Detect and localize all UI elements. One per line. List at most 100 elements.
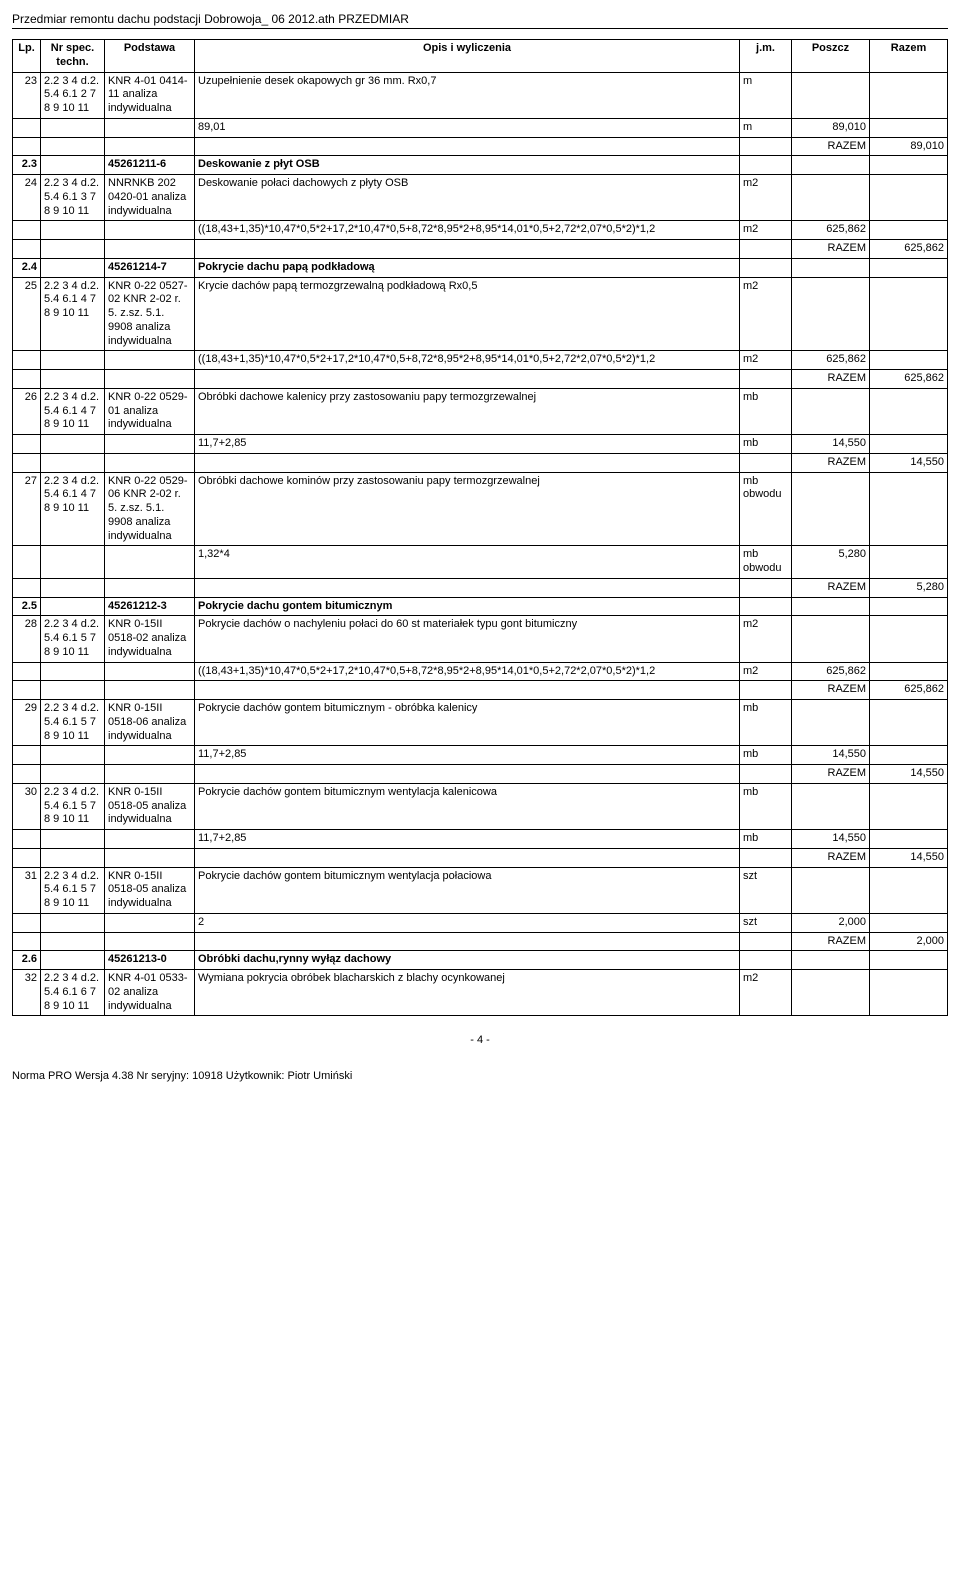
table-cell <box>41 951 105 970</box>
table-cell: m2 <box>740 277 792 351</box>
table-cell <box>870 388 948 434</box>
table-cell <box>870 662 948 681</box>
table-cell <box>870 175 948 221</box>
table-cell <box>41 746 105 765</box>
table-cell: m2 <box>740 221 792 240</box>
th-razem: Razem <box>870 40 948 73</box>
table-cell: 11,7+2,85 <box>195 435 740 454</box>
table-cell: ((18,43+1,35)*10,47*0,5*2+17,2*10,47*0,5… <box>195 221 740 240</box>
table-row: 262.2 3 4 d.2. 5.4 6.1 4 7 8 9 10 11KNR … <box>13 388 948 434</box>
table-cell <box>105 662 195 681</box>
table-cell: 11,7+2,85 <box>195 830 740 849</box>
table-cell <box>41 156 105 175</box>
table-cell <box>792 783 870 829</box>
table-cell <box>792 970 870 1016</box>
table-cell: 2.2 3 4 d.2. 5.4 6.1 5 7 8 9 10 11 <box>41 700 105 746</box>
table-cell: KNR 0-15II 0518-02 analiza indywidualna <box>105 616 195 662</box>
table-cell <box>41 435 105 454</box>
table-cell <box>195 578 740 597</box>
table-cell: 45261214-7 <box>105 258 195 277</box>
table-cell: RAZEM <box>792 370 870 389</box>
table-cell <box>105 578 195 597</box>
table-cell <box>195 765 740 784</box>
table-cell: Uzupełnienie desek okapowych gr 36 mm. R… <box>195 72 740 118</box>
table-cell: RAZEM <box>792 137 870 156</box>
table-cell <box>105 765 195 784</box>
table-cell: 31 <box>13 867 41 913</box>
table-cell: m2 <box>740 351 792 370</box>
table-cell <box>792 867 870 913</box>
table-row: ((18,43+1,35)*10,47*0,5*2+17,2*10,47*0,5… <box>13 221 948 240</box>
table-cell <box>13 370 41 389</box>
footer-note: Norma PRO Wersja 4.38 Nr seryjny: 10918 … <box>12 1070 948 1082</box>
table-cell: Pokrycie dachu papą podkładową <box>195 258 740 277</box>
table-cell: KNR 0-15II 0518-05 analiza indywidualna <box>105 783 195 829</box>
table-cell: 89,010 <box>870 137 948 156</box>
table-cell <box>870 72 948 118</box>
doc-title: Przedmiar remontu dachu podstacji Dobrow… <box>12 12 948 26</box>
th-podstawa: Podstawa <box>105 40 195 73</box>
table-cell: 2,000 <box>870 932 948 951</box>
table-cell <box>195 240 740 259</box>
table-cell <box>740 951 792 970</box>
table-cell: mb <box>740 746 792 765</box>
table-row: 89,01m89,010 <box>13 118 948 137</box>
table-cell <box>41 351 105 370</box>
table-cell <box>105 221 195 240</box>
table-cell <box>740 765 792 784</box>
table-row: 232.2 3 4 d.2. 5.4 6.1 2 7 8 9 10 11KNR … <box>13 72 948 118</box>
table-cell <box>870 746 948 765</box>
table-cell <box>13 240 41 259</box>
table-cell: mb obwodu <box>740 546 792 579</box>
table-cell <box>870 277 948 351</box>
table-cell <box>740 597 792 616</box>
table-row: 292.2 3 4 d.2. 5.4 6.1 5 7 8 9 10 11KNR … <box>13 700 948 746</box>
table-cell: 5,280 <box>870 578 948 597</box>
table-cell <box>195 848 740 867</box>
table-row: RAZEM625,862 <box>13 240 948 259</box>
th-jm: j.m. <box>740 40 792 73</box>
table-cell <box>13 453 41 472</box>
table-cell <box>41 137 105 156</box>
table-cell: 625,862 <box>792 662 870 681</box>
table-cell: 2.2 3 4 d.2. 5.4 6.1 5 7 8 9 10 11 <box>41 867 105 913</box>
table-cell: KNR 4-01 0414-11 analiza indywidualna <box>105 72 195 118</box>
th-opis: Opis i wyliczenia <box>195 40 740 73</box>
table-cell: 2.2 3 4 d.2. 5.4 6.1 3 7 8 9 10 11 <box>41 175 105 221</box>
table-cell <box>13 578 41 597</box>
table-cell: 14,550 <box>792 435 870 454</box>
table-cell: 625,862 <box>792 351 870 370</box>
table-row: RAZEM89,010 <box>13 137 948 156</box>
table-cell <box>105 137 195 156</box>
table-row: 2szt2,000 <box>13 913 948 932</box>
table-cell <box>105 118 195 137</box>
table-cell <box>105 546 195 579</box>
table-cell: 14,550 <box>792 746 870 765</box>
table-row: 322.2 3 4 d.2. 5.4 6.1 6 7 8 9 10 11KNR … <box>13 970 948 1016</box>
table-cell: 2 <box>195 913 740 932</box>
table-cell <box>41 118 105 137</box>
table-cell <box>740 681 792 700</box>
table-row: 2.345261211-6Deskowanie z płyt OSB <box>13 156 948 175</box>
table-cell <box>870 830 948 849</box>
table-cell <box>105 351 195 370</box>
table-cell <box>792 175 870 221</box>
table-cell <box>41 453 105 472</box>
table-cell <box>792 277 870 351</box>
table-cell <box>41 681 105 700</box>
table-cell: KNR 4-01 0533-02 analiza indywidualna <box>105 970 195 1016</box>
table-cell <box>792 616 870 662</box>
table-cell: 625,862 <box>792 221 870 240</box>
table-cell: m2 <box>740 970 792 1016</box>
table-cell: Pokrycie dachów gontem bitumicznym wenty… <box>195 867 740 913</box>
table-cell: KNR 0-22 0527-02 KNR 2-02 r. 5. z.sz. 5.… <box>105 277 195 351</box>
table-cell: KNR 0-15II 0518-05 analiza indywidualna <box>105 867 195 913</box>
table-cell <box>870 435 948 454</box>
table-cell: 1,32*4 <box>195 546 740 579</box>
table-cell <box>41 765 105 784</box>
table-cell: 2.5 <box>13 597 41 616</box>
table-cell: 2.2 3 4 d.2. 5.4 6.1 2 7 8 9 10 11 <box>41 72 105 118</box>
table-cell: RAZEM <box>792 578 870 597</box>
table-cell: mb <box>740 388 792 434</box>
th-nr: Nr spec. techn. <box>41 40 105 73</box>
